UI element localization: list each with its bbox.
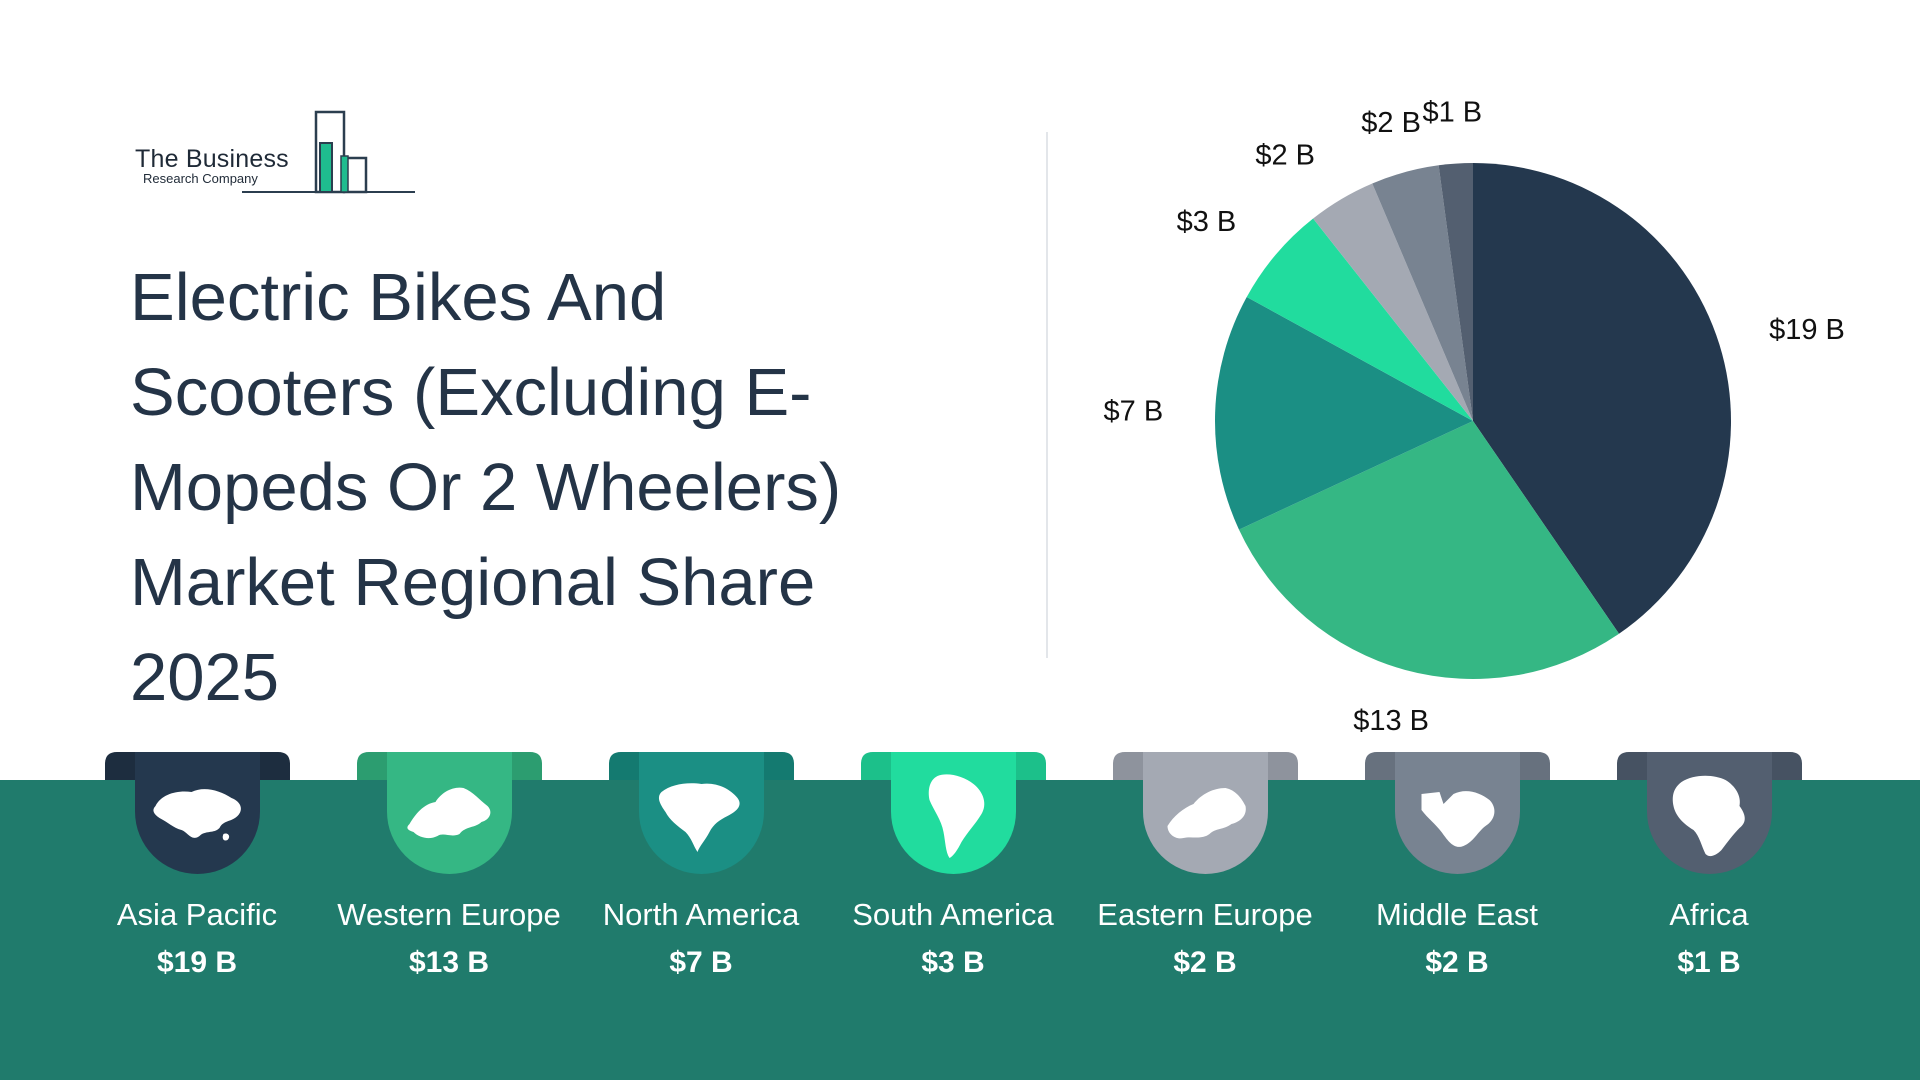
region-value: $2 B — [1173, 946, 1237, 979]
pie-slice-label: $7 B — [1104, 396, 1164, 428]
pie-slice — [1313, 183, 1473, 421]
asia-map-icon — [153, 789, 241, 841]
pie-chart: $19 B$13 B$7 B$3 B$2 B$2 B $1 B — [1104, 97, 1845, 737]
region-card — [1113, 752, 1298, 874]
region-card-shape — [1113, 752, 1298, 874]
region-card-shape — [357, 752, 542, 874]
region-value: $3 B — [921, 946, 985, 979]
region-value: $13 B — [408, 946, 490, 979]
region-name: South America — [852, 897, 1054, 932]
south-america-map-icon — [928, 774, 985, 858]
pie-slice — [1438, 163, 1473, 421]
region-value: $1 B — [1677, 946, 1741, 979]
logo-name: The Business — [135, 145, 289, 173]
company-logo: The Business Research Company — [130, 108, 420, 198]
page-title: Electric Bikes And Scooters (Excluding E… — [130, 250, 1030, 725]
region-card — [105, 752, 290, 874]
region-name: Asia Pacific — [116, 897, 278, 932]
region-name: Western Europe — [337, 897, 561, 932]
region-name: Eastern Europe — [1097, 897, 1313, 932]
region-card-shape — [1365, 752, 1550, 874]
region-card-shape — [861, 752, 1046, 874]
region-name: North America — [602, 897, 800, 932]
region-card — [861, 752, 1046, 874]
pie-slice-label: $19 B — [1769, 314, 1845, 346]
logo-buildings-icon — [242, 110, 415, 194]
logo-subtitle: Research Company — [143, 171, 258, 186]
pie-slice — [1473, 163, 1731, 634]
region-name: Middle East — [1376, 897, 1538, 932]
africa-map-icon — [1672, 775, 1745, 857]
pie-slice-label: $13 B — [1353, 705, 1429, 737]
region-card-shape — [1617, 752, 1802, 874]
pie-slice-label: $1 B — [1422, 97, 1482, 129]
region-card — [1617, 752, 1802, 874]
north-america-map-icon — [658, 783, 740, 852]
eastern-europe-map-icon — [1167, 788, 1246, 839]
pie-slice-label: $2 B — [1361, 107, 1421, 139]
region-card — [1365, 752, 1550, 874]
region-value: $2 B — [1425, 946, 1489, 979]
region-card — [357, 752, 542, 874]
region-card — [609, 752, 794, 874]
western-europe-map-icon — [407, 787, 491, 839]
pie-slice-label: $3 B — [1177, 206, 1237, 238]
title-line: Mopeds Or 2 Wheelers) — [130, 450, 842, 525]
region-name: Africa — [1669, 897, 1749, 932]
title-line: 2025 — [130, 640, 280, 715]
region-card-shape — [105, 752, 290, 874]
middle-east-map-icon — [1421, 791, 1495, 847]
title-line: Electric Bikes And — [130, 260, 667, 335]
vertical-divider — [1046, 132, 1048, 658]
region-value: $7 B — [669, 946, 733, 979]
title-line: Market Regional Share — [130, 545, 816, 620]
title-line: Scooters (Excluding E- — [130, 355, 812, 430]
pie-slice — [1246, 218, 1473, 421]
region-card-shape — [609, 752, 794, 874]
pie-slice — [1238, 421, 1620, 679]
pie-slice — [1215, 297, 1473, 530]
region-value: $19 B — [156, 946, 238, 979]
pie-slice-label: $2 B — [1255, 139, 1315, 171]
pie-slice — [1372, 165, 1473, 421]
